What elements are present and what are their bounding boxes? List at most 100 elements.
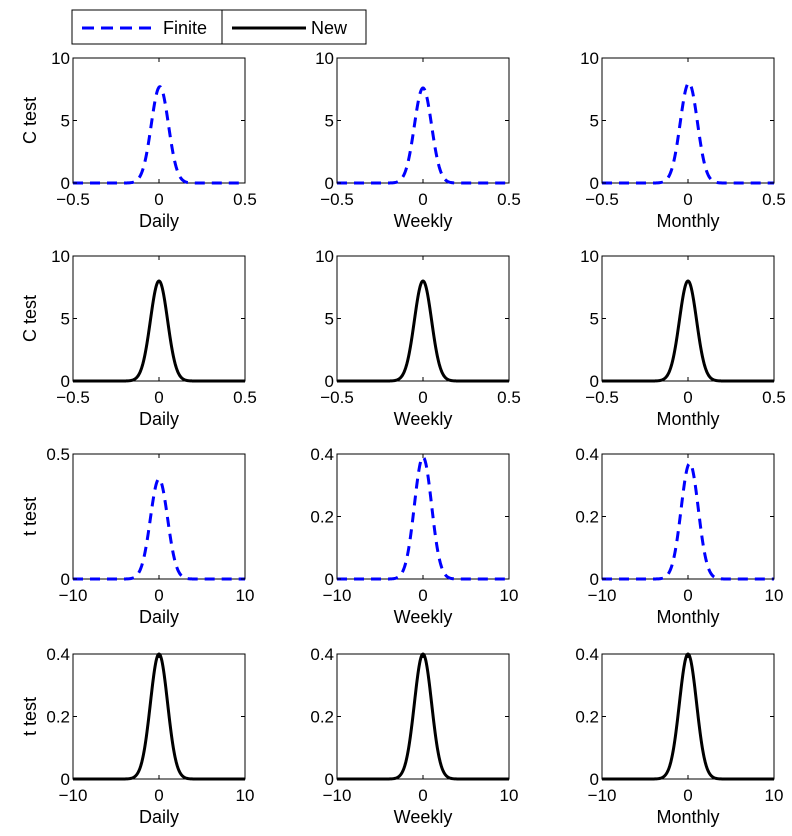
axes-box <box>601 653 775 780</box>
y-tick-label: 0.2 <box>46 708 70 727</box>
series-line <box>602 279 774 383</box>
x-axis-label: Daily <box>139 607 179 627</box>
axes-box <box>72 453 246 580</box>
y-tick-label: 0.2 <box>310 508 334 527</box>
axes-box <box>601 255 775 382</box>
x-axis-label: Monthly <box>656 807 719 827</box>
y-tick-label: 0.5 <box>46 445 70 464</box>
series-line <box>337 86 509 185</box>
y-tick-label: 0 <box>590 570 599 589</box>
x-tick-label: 0 <box>683 190 692 209</box>
x-tick-label: −0.5 <box>585 190 619 209</box>
y-tick-label: 0 <box>61 770 70 789</box>
x-axis-label: Weekly <box>394 409 453 429</box>
x-tick-label: 0 <box>418 586 427 605</box>
axes-box <box>336 57 510 184</box>
x-axis-label: Daily <box>139 807 179 827</box>
y-tick-label: 10 <box>51 247 70 266</box>
y-tick-label: 0 <box>590 770 599 789</box>
y-axis-label: C test <box>20 97 40 144</box>
legend-finite-label: Finite <box>163 18 207 38</box>
y-tick-label: 0 <box>590 372 599 391</box>
x-tick-label: 0.5 <box>497 388 521 407</box>
y-tick-label: 0 <box>325 174 334 193</box>
x-tick-label: 0 <box>418 388 427 407</box>
x-tick-label: 0.5 <box>233 190 257 209</box>
axes-box <box>601 453 775 580</box>
x-axis-label: Monthly <box>656 409 719 429</box>
y-tick-label: 5 <box>590 112 599 131</box>
series-line <box>73 85 245 185</box>
y-tick-label: 10 <box>51 49 70 68</box>
y-tick-label: 0 <box>325 770 334 789</box>
x-tick-label: 0 <box>154 786 163 805</box>
y-tick-label: 0.2 <box>310 708 334 727</box>
y-tick-label: 5 <box>590 310 599 329</box>
y-tick-label: 5 <box>325 310 334 329</box>
y-axis-label: t test <box>20 697 40 736</box>
x-tick-label: −0.5 <box>320 388 354 407</box>
x-axis-label: Monthly <box>656 607 719 627</box>
x-tick-label: −10 <box>588 586 617 605</box>
y-tick-label: 0 <box>325 570 334 589</box>
x-tick-label: −0.5 <box>320 190 354 209</box>
y-tick-label: 0 <box>61 372 70 391</box>
x-tick-label: 0 <box>418 190 427 209</box>
x-tick-label: −10 <box>588 786 617 805</box>
x-tick-label: 0.5 <box>497 190 521 209</box>
axes-box <box>336 653 510 780</box>
axes-box <box>336 453 510 580</box>
x-tick-label: 0.5 <box>233 388 257 407</box>
x-tick-label: −0.5 <box>585 388 619 407</box>
y-tick-label: 0.2 <box>575 508 599 527</box>
x-tick-label: −10 <box>59 786 88 805</box>
x-tick-label: 10 <box>236 786 255 805</box>
x-tick-label: −10 <box>323 586 352 605</box>
y-tick-label: 10 <box>580 49 599 68</box>
y-tick-label: 0.4 <box>575 645 599 664</box>
x-tick-label: 10 <box>500 786 519 805</box>
series-line <box>73 279 245 383</box>
y-axis-label: C test <box>20 295 40 342</box>
x-axis-label: Daily <box>139 211 179 231</box>
y-tick-label: 10 <box>315 247 334 266</box>
y-tick-label: 0.4 <box>310 645 334 664</box>
legend: Finite New <box>71 9 367 45</box>
x-tick-label: 0 <box>154 190 163 209</box>
y-tick-label: 5 <box>325 112 334 131</box>
y-tick-label: 0.4 <box>310 445 334 464</box>
axes-box <box>72 255 246 382</box>
x-tick-label: 0 <box>683 586 692 605</box>
y-tick-label: 0.4 <box>46 645 70 664</box>
x-axis-label: Weekly <box>394 807 453 827</box>
x-axis-label: Weekly <box>394 211 453 231</box>
x-tick-label: 10 <box>765 786 784 805</box>
x-axis-label: Monthly <box>656 211 719 231</box>
x-axis-label: Weekly <box>394 607 453 627</box>
x-tick-label: 0 <box>418 786 427 805</box>
y-tick-label: 0 <box>590 174 599 193</box>
x-tick-label: −0.5 <box>56 388 90 407</box>
y-axis-label: t test <box>20 497 40 536</box>
y-tick-label: 0 <box>61 570 70 589</box>
x-tick-label: −10 <box>323 786 352 805</box>
y-tick-label: 5 <box>61 310 70 329</box>
x-tick-label: 0 <box>683 786 692 805</box>
series-line <box>337 279 509 383</box>
x-tick-label: 10 <box>765 586 784 605</box>
y-tick-label: 0.4 <box>575 445 599 464</box>
x-tick-label: 0 <box>154 586 163 605</box>
y-tick-label: 10 <box>315 49 334 68</box>
x-tick-label: 0 <box>154 388 163 407</box>
axes-box <box>601 57 775 184</box>
x-tick-label: −10 <box>59 586 88 605</box>
